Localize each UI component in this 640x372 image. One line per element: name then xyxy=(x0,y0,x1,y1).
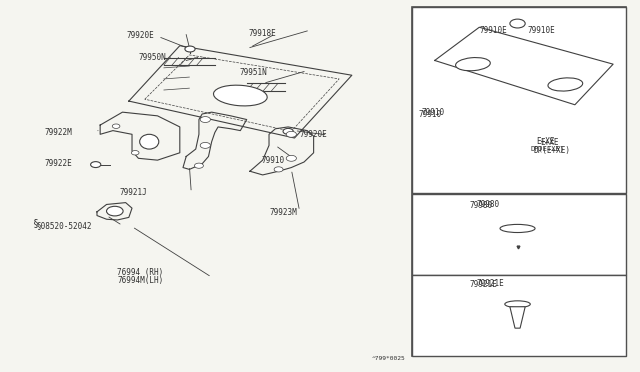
Circle shape xyxy=(185,46,195,52)
Text: 79922M: 79922M xyxy=(45,128,72,137)
Circle shape xyxy=(286,155,296,161)
Ellipse shape xyxy=(140,134,159,149)
Text: 79922E: 79922E xyxy=(45,159,72,169)
Polygon shape xyxy=(510,307,525,328)
Circle shape xyxy=(131,151,139,155)
Circle shape xyxy=(106,206,123,216)
Text: ^799*0025: ^799*0025 xyxy=(372,356,406,361)
Text: §: § xyxy=(33,218,39,228)
Text: 79910E: 79910E xyxy=(479,26,507,35)
Text: 79920E: 79920E xyxy=(300,130,327,139)
Text: 79921J: 79921J xyxy=(119,188,147,197)
Text: 79910E: 79910E xyxy=(527,26,555,35)
Text: 79980: 79980 xyxy=(470,201,493,210)
Text: 79951N: 79951N xyxy=(239,68,267,77)
Text: 79918E: 79918E xyxy=(248,29,276,38)
Ellipse shape xyxy=(500,224,535,232)
Text: 79980: 79980 xyxy=(476,200,499,209)
Ellipse shape xyxy=(505,301,531,308)
Text: 79910: 79910 xyxy=(422,108,445,117)
Text: 79920E: 79920E xyxy=(126,31,154,40)
Circle shape xyxy=(283,128,293,134)
Circle shape xyxy=(200,142,211,148)
Bar xyxy=(412,194,626,275)
Circle shape xyxy=(195,163,204,168)
Text: DP(E+XE): DP(E+XE) xyxy=(534,146,570,155)
Ellipse shape xyxy=(548,78,582,91)
Text: 79923M: 79923M xyxy=(269,208,297,217)
Circle shape xyxy=(200,116,211,122)
Bar xyxy=(412,275,626,356)
Circle shape xyxy=(274,167,283,172)
Text: 76994 (RH): 76994 (RH) xyxy=(117,268,164,277)
Bar xyxy=(412,7,626,193)
Text: 79921E: 79921E xyxy=(470,280,497,289)
Text: 79910: 79910 xyxy=(261,156,285,166)
Bar xyxy=(412,7,626,356)
Text: §08520-52042: §08520-52042 xyxy=(36,221,92,230)
Ellipse shape xyxy=(456,58,490,71)
Ellipse shape xyxy=(214,85,267,106)
Circle shape xyxy=(112,124,120,128)
Text: 76994M(LH): 76994M(LH) xyxy=(117,276,164,285)
Text: 79910: 79910 xyxy=(419,109,442,119)
Text: DP(E+XE): DP(E+XE) xyxy=(531,146,564,152)
Text: E+XE: E+XE xyxy=(537,137,555,146)
Text: 79921E: 79921E xyxy=(476,279,504,288)
Text: 79950N: 79950N xyxy=(138,53,166,62)
Circle shape xyxy=(510,19,525,28)
Circle shape xyxy=(286,131,296,137)
Circle shape xyxy=(91,161,100,167)
Text: E+XE: E+XE xyxy=(540,138,558,147)
